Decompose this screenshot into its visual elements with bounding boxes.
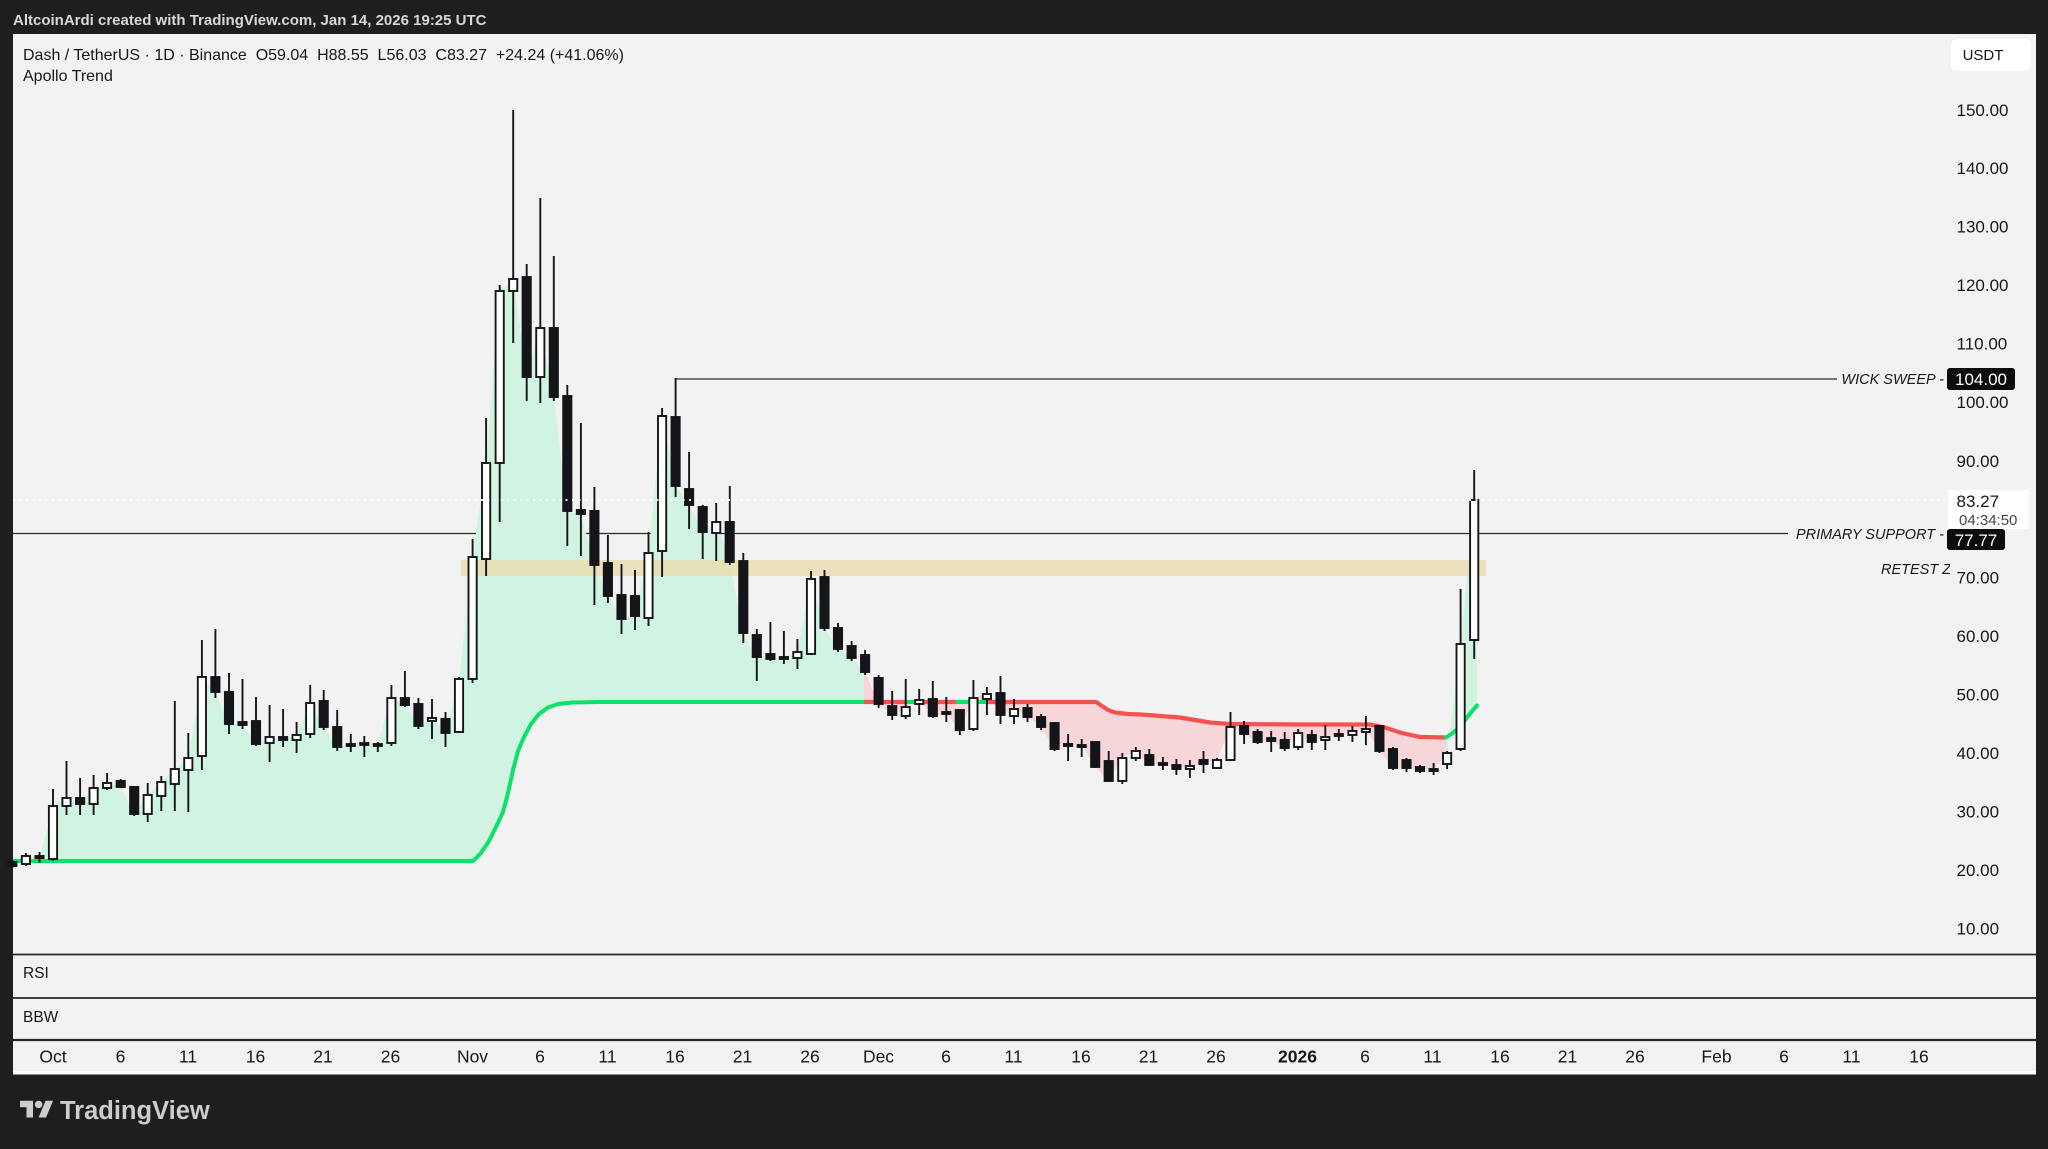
svg-text:TradingView: TradingView bbox=[60, 1097, 210, 1125]
svg-text:16: 16 bbox=[665, 1047, 684, 1067]
svg-text:26: 26 bbox=[1625, 1047, 1644, 1067]
svg-text:104.00: 104.00 bbox=[1955, 370, 2007, 389]
svg-text:Nov: Nov bbox=[457, 1047, 488, 1067]
svg-text:110.00: 110.00 bbox=[1957, 335, 2008, 354]
svg-text:Apollo Trend: Apollo Trend bbox=[23, 68, 113, 85]
svg-text:26: 26 bbox=[1206, 1047, 1225, 1067]
svg-text:90.00: 90.00 bbox=[1957, 452, 2000, 471]
svg-text:6: 6 bbox=[1360, 1047, 1370, 1067]
svg-text:20.00: 20.00 bbox=[1957, 861, 2000, 880]
svg-text:6: 6 bbox=[535, 1047, 545, 1067]
svg-text:04:34:50: 04:34:50 bbox=[1959, 512, 2017, 529]
svg-text:40.00: 40.00 bbox=[1957, 744, 2000, 763]
svg-text:16: 16 bbox=[1909, 1047, 1928, 1067]
svg-text:11: 11 bbox=[1423, 1047, 1441, 1067]
svg-text:Oct: Oct bbox=[39, 1047, 66, 1067]
svg-text:21: 21 bbox=[733, 1047, 752, 1067]
svg-text:11: 11 bbox=[179, 1047, 197, 1067]
svg-text:11: 11 bbox=[598, 1047, 616, 1067]
svg-text:60.00: 60.00 bbox=[1957, 627, 2000, 646]
svg-text:PRIMARY SUPPORT -: PRIMARY SUPPORT - bbox=[1796, 527, 1944, 543]
svg-text:21: 21 bbox=[313, 1047, 332, 1067]
svg-text:120.00: 120.00 bbox=[1957, 276, 2009, 295]
svg-text:RSI: RSI bbox=[23, 965, 49, 982]
svg-text:130.00: 130.00 bbox=[1957, 218, 2009, 237]
svg-text:USDT: USDT bbox=[1963, 47, 2004, 64]
svg-text:16: 16 bbox=[1490, 1047, 1509, 1067]
svg-text:50.00: 50.00 bbox=[1957, 686, 2000, 705]
svg-text:100.00: 100.00 bbox=[1957, 393, 2009, 412]
svg-text:BBW: BBW bbox=[23, 1009, 59, 1026]
svg-text:Dash / TetherUS · 1D · Binance: Dash / TetherUS · 1D · Binance O59.04 H8… bbox=[23, 47, 624, 64]
svg-text:21: 21 bbox=[1139, 1047, 1158, 1067]
svg-text:6: 6 bbox=[116, 1047, 126, 1067]
svg-text:WICK SWEEP -: WICK SWEEP - bbox=[1841, 372, 1944, 388]
svg-text:16: 16 bbox=[1071, 1047, 1090, 1067]
svg-text:16: 16 bbox=[246, 1047, 265, 1067]
svg-text:77.77: 77.77 bbox=[1955, 531, 1998, 550]
svg-text:70.00: 70.00 bbox=[1957, 569, 2000, 588]
svg-text:2026: 2026 bbox=[1278, 1047, 1317, 1067]
svg-text:150.00: 150.00 bbox=[1957, 101, 2009, 120]
svg-text:6: 6 bbox=[1779, 1047, 1789, 1067]
svg-text:26: 26 bbox=[381, 1047, 400, 1067]
svg-text:6: 6 bbox=[941, 1047, 951, 1067]
svg-text:RETEST ZONE: RETEST ZONE bbox=[1881, 562, 1983, 578]
svg-text:Feb: Feb bbox=[1701, 1047, 1731, 1067]
svg-text:30.00: 30.00 bbox=[1957, 803, 2000, 822]
svg-text:AltcoinArdi created with Tradi: AltcoinArdi created with TradingView.com… bbox=[13, 12, 487, 29]
svg-text:140.00: 140.00 bbox=[1957, 159, 2009, 178]
svg-text:26: 26 bbox=[800, 1047, 819, 1067]
svg-text:11: 11 bbox=[1842, 1047, 1860, 1067]
svg-text:Dec: Dec bbox=[863, 1047, 894, 1067]
svg-text:83.27: 83.27 bbox=[1957, 492, 2000, 511]
svg-text:10.00: 10.00 bbox=[1957, 920, 2000, 939]
svg-text:11: 11 bbox=[1004, 1047, 1022, 1067]
svg-text:21: 21 bbox=[1558, 1047, 1577, 1067]
